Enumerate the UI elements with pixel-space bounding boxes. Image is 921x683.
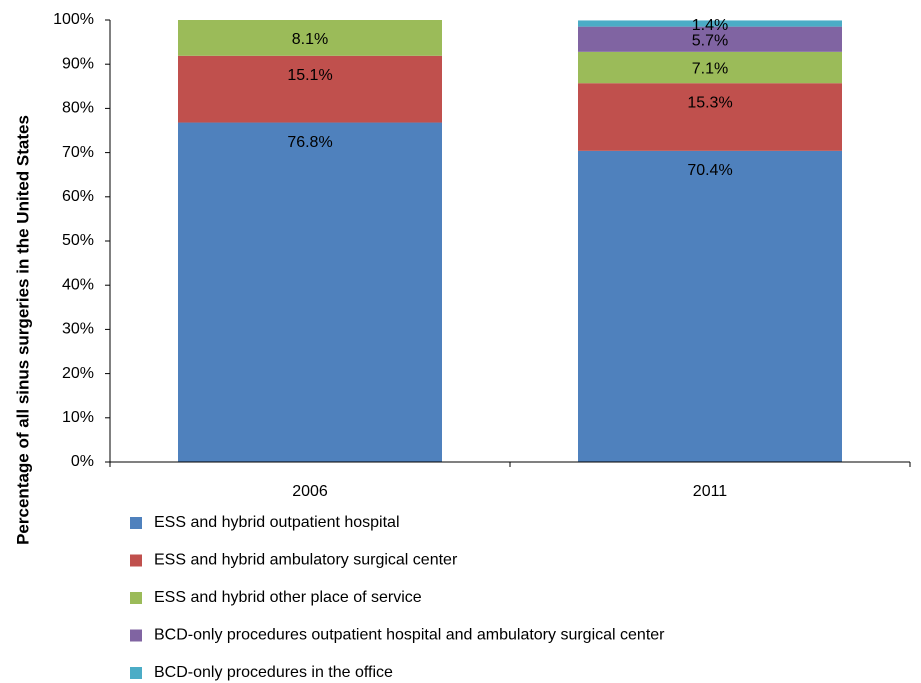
bar-segment [178,122,442,462]
y-tick-label: 70% [62,144,94,161]
bar-segment [178,55,442,123]
y-tick-label: 90% [62,55,94,72]
y-tick-label: 30% [62,321,94,338]
data-label: 5.7% [692,32,728,49]
data-label: 15.1% [287,67,332,84]
x-tick-label: 2011 [693,483,728,500]
y-axis-label: Percentage of all sinus surgeries in the… [13,115,32,545]
legend-label: BCD-only procedures outpatient hospital … [154,627,665,644]
y-tick-label: 10% [62,409,94,426]
legend-label: ESS and hybrid other place of service [154,589,422,606]
data-label: 7.1% [692,61,728,78]
legend-swatch [130,592,142,604]
y-tick-label: 0% [71,453,94,470]
data-label: 1.4% [692,17,728,34]
y-tick-label: 80% [62,100,94,117]
data-label: 15.3% [687,94,732,111]
y-tick-label: 20% [62,365,94,382]
legend-label: ESS and hybrid ambulatory surgical cente… [154,552,458,569]
legend-swatch [130,517,142,529]
bar-segment [578,150,842,462]
legend-label: ESS and hybrid outpatient hospital [154,514,400,531]
data-label: 76.8% [287,134,332,151]
y-tick-label: 40% [62,276,94,293]
legend-swatch [130,554,142,567]
y-tick-label: 60% [62,188,94,205]
bar-segment [178,20,442,56]
legend-swatch [130,629,142,642]
bar-segment [578,26,842,52]
bar-segment [578,51,842,84]
bar-segment [578,20,842,27]
x-tick-label: 2006 [292,483,328,500]
legend-swatch [130,667,142,679]
y-tick-label: 100% [53,11,94,28]
data-label: 8.1% [292,31,328,48]
legend-label: BCD-only procedures in the office [154,664,393,681]
data-label: 70.4% [687,162,732,179]
bar-segment [578,83,842,151]
y-tick-label: 50% [62,232,94,249]
